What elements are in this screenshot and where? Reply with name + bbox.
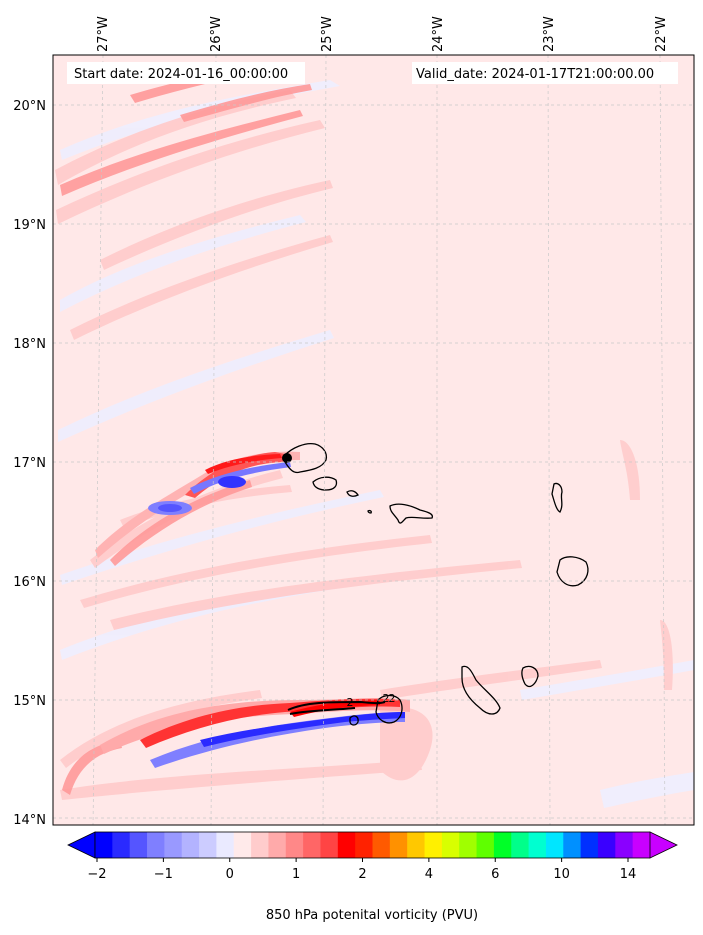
colorbar-max-extend (649, 831, 678, 859)
island-brava (349, 715, 359, 726)
colorbar-segments (95, 832, 651, 858)
lon-tick-label: 25°W (320, 16, 335, 52)
colorbar-segment (389, 832, 408, 858)
island-santa-luzia (346, 490, 359, 497)
colorbar-segment (597, 832, 616, 858)
colorbar-tick-label: 2 (358, 867, 366, 882)
colorbar-segment (545, 832, 564, 858)
island-branco (367, 509, 372, 514)
colorbar-min-extend (67, 831, 96, 859)
lon-tick-label: 23°W (542, 16, 557, 52)
valid-date-label: Valid_date: 2024-01-17T21:00:00.00 (416, 67, 654, 82)
colorbar-segment (251, 832, 269, 858)
colorbar-segment (112, 832, 131, 858)
island-boa-vista (556, 556, 589, 587)
colorbar-tick-label: −2 (87, 867, 106, 882)
colorbar-tick-label: 1 (292, 867, 300, 882)
colorbar-segment (268, 832, 287, 858)
lat-tick-label: 18°N (13, 337, 46, 352)
lat-tick-label: 16°N (13, 575, 46, 590)
island-outlines (284, 442, 589, 726)
island-fogo (375, 694, 403, 724)
lat-tick-label: 20°N (13, 99, 46, 114)
map-panel: 2 2 2 Start date: 2024-01-16_00:00:00 Va… (53, 55, 694, 825)
positive-pv-streaks (55, 90, 673, 800)
colorbar-ticks: −2 −1 0 1 2 4 6 10 14 (87, 858, 636, 882)
colorbar-tick-label: 4 (425, 867, 433, 882)
colorbar-segment (424, 832, 443, 858)
colorbar-segment (164, 832, 183, 858)
colorbar-segment (476, 832, 495, 858)
colorbar-segment (303, 832, 321, 858)
colorbar-segment (511, 832, 530, 858)
lat-tick-label: 15°N (13, 694, 46, 709)
colorbar-segment (407, 832, 426, 858)
colorbar-segment (337, 832, 356, 858)
map-frame (52, 54, 695, 826)
lon-tick-label: 22°W (654, 16, 669, 52)
colorbar-segment (632, 832, 651, 858)
colorbar-label: 850 hPa potenital vorticity (PVU) (266, 908, 478, 923)
valid-date-box (412, 62, 678, 84)
island-sao-vicente (312, 476, 338, 491)
map-background (53, 55, 694, 825)
colorbar-segment (441, 832, 460, 858)
colorbar-segment (563, 832, 582, 858)
colorbar-segment (233, 832, 252, 858)
contour-label: 2 (389, 692, 396, 705)
lon-tick-label: 24°W (431, 16, 446, 52)
colorbar-segment (459, 832, 478, 858)
longitude-labels: 27°W 26°W 25°W 24°W 23°W 22°W (96, 16, 669, 52)
colorbar-segment (493, 832, 512, 858)
upper-vorticity-band (95, 451, 300, 558)
colorbar-segment (199, 832, 217, 858)
colorbar: −2 −1 0 1 2 4 6 10 14 850 hPa potenital vorticit… (67, 831, 678, 923)
colorbar-segment (147, 832, 165, 858)
lat-tick-label: 14°N (13, 813, 46, 828)
colorbar-segment (285, 832, 304, 858)
contour-label: 2 (347, 696, 354, 709)
graticule (53, 55, 694, 825)
island-sal (551, 482, 563, 513)
colorbar-frame (94, 831, 651, 859)
colorbar-segment (580, 832, 599, 858)
colorbar-tick-label: −1 (154, 867, 173, 882)
lat-tick-label: 17°N (13, 456, 46, 471)
lat-tick-label: 19°N (13, 218, 46, 233)
colorbar-segment (355, 832, 373, 858)
colorbar-segment (129, 832, 148, 858)
start-date-label: Start date: 2024-01-16_00:00:00 (74, 67, 288, 82)
contour-labels: 2 2 2 (347, 692, 396, 709)
colorbar-segment (615, 832, 634, 858)
colorbar-tick-label: 6 (491, 867, 499, 882)
colorbar-segment (216, 832, 235, 858)
start-date-box (67, 62, 305, 84)
colorbar-segment (181, 832, 200, 858)
colorbar-tick-label: 0 (226, 867, 234, 882)
colorbar-segment (372, 832, 391, 858)
latitude-labels: 20°N 19°N 18°N 17°N 16°N 15°N 14°N (13, 99, 46, 828)
colorbar-tick-label: 14 (620, 867, 637, 882)
island-maio (521, 665, 539, 688)
colorbar-segment (320, 832, 339, 858)
lon-tick-label: 27°W (96, 16, 111, 52)
island-sao-nicolau (389, 503, 434, 524)
island-santo-antao (284, 442, 328, 474)
contour-label: 2 (383, 692, 390, 705)
island-santiago (461, 665, 501, 715)
colorbar-segment (528, 832, 547, 858)
colorbar-tick-label: 10 (553, 867, 570, 882)
colorbar-segment (95, 832, 113, 858)
lon-tick-label: 26°W (209, 16, 224, 52)
